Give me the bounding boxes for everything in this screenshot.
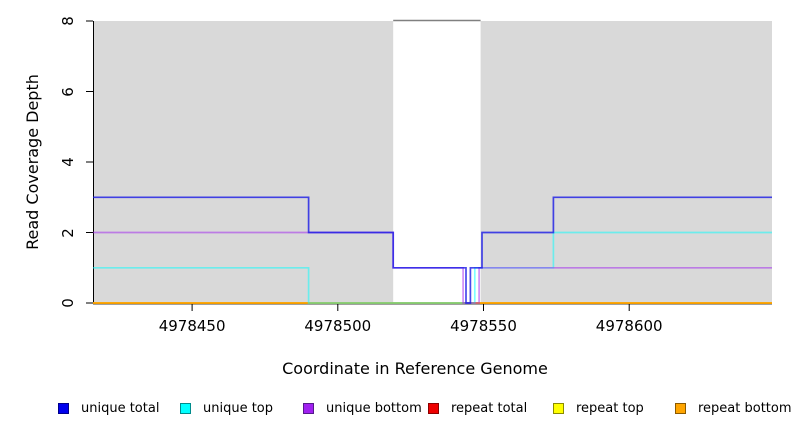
y-tick-text: 0 — [59, 298, 77, 308]
y-tick-text: 8 — [59, 16, 77, 26]
y-tick-text: 4 — [59, 157, 77, 167]
y-axis-title: Read Coverage Depth — [22, 74, 42, 250]
legend-label: repeat bottom — [698, 400, 792, 416]
legend-item-repeat-total: repeat total — [428, 399, 527, 417]
y-tick-label: 6 — [59, 74, 77, 110]
legend-label: repeat total — [451, 400, 528, 416]
legend-item-repeat-top: repeat top — [553, 399, 644, 417]
shaded-region — [93, 21, 394, 303]
legend-swatch-repeat-bottom — [675, 402, 686, 414]
x-tick-label: 4978600 — [595, 317, 663, 335]
y-tick-label: 4 — [59, 144, 77, 180]
legend-item-unique-bottom: unique bottom — [303, 399, 422, 417]
x-tick-label: 4978500 — [304, 317, 372, 335]
legend-item-repeat-bottom: repeat bottom — [675, 399, 792, 417]
legend-label: unique bottom — [326, 400, 422, 416]
y-tick-label: 8 — [59, 3, 77, 39]
y-tick-text: 6 — [59, 86, 77, 97]
series-unique-top — [93, 231, 772, 304]
legend-swatch-unique-bottom — [303, 402, 314, 414]
x-tick-label: 4978550 — [450, 317, 517, 335]
y-tick-text: 2 — [59, 227, 77, 238]
legend-label: unique top — [203, 400, 274, 416]
legend-swatch-repeat-top — [553, 402, 564, 414]
y-axis-title-wrap: Read Coverage Depth — [22, 42, 42, 282]
legend-swatch-unique-total — [58, 402, 69, 414]
legend-swatch-repeat-total — [428, 402, 439, 414]
legend-item-unique-top: unique top — [180, 399, 273, 417]
x-tick-label: 4978450 — [158, 317, 226, 335]
y-tick-label: 2 — [59, 215, 77, 251]
y-tick-label: 0 — [59, 285, 77, 321]
x-axis-title: Coordinate in Reference Genome — [282, 359, 548, 378]
shaded-region — [480, 21, 772, 303]
legend: unique total unique top unique bottom re… — [0, 399, 792, 419]
series-unique-total — [93, 196, 772, 304]
legend-label: unique total — [81, 400, 160, 416]
legend-label: repeat top — [576, 400, 644, 416]
legend-item-unique-total: unique total — [58, 399, 159, 417]
legend-swatch-unique-top — [180, 402, 191, 414]
